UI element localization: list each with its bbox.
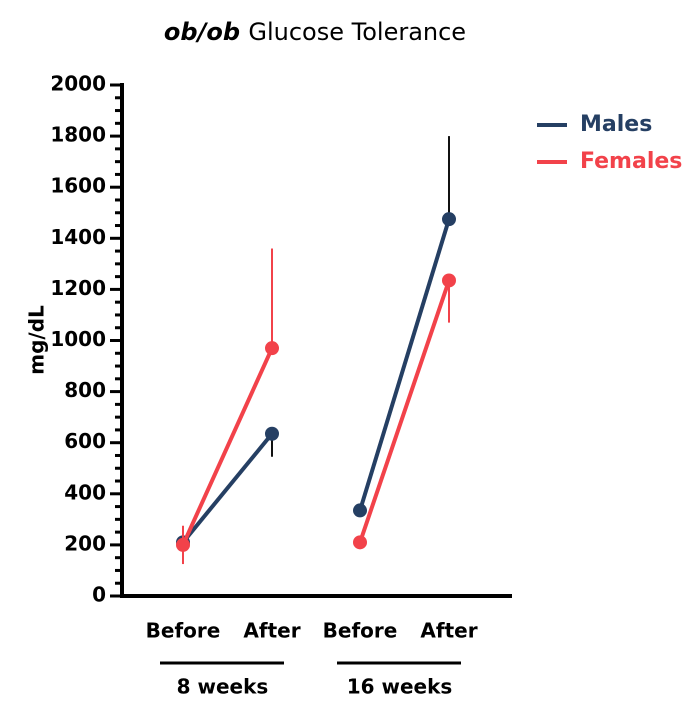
series-line: [181, 432, 274, 544]
y-tick-label: 600: [64, 429, 106, 453]
x-tick-label: After: [243, 619, 300, 643]
data-point: [442, 212, 456, 227]
legend-label: Females: [580, 149, 682, 174]
series-line: [358, 218, 451, 511]
x-tick-label: Before: [323, 619, 398, 643]
y-tick-label: 1400: [50, 225, 106, 249]
group-label: 16 weeks: [347, 675, 453, 699]
data-point: [442, 273, 456, 288]
data-point: [353, 503, 367, 518]
data-point: [265, 426, 279, 441]
group-label: 8 weeks: [177, 675, 269, 699]
data-point: [265, 341, 279, 356]
y-tick-label: 1800: [50, 123, 106, 147]
data-point: [176, 537, 190, 552]
series-line: [358, 279, 451, 543]
y-tick-label: 2000: [50, 72, 106, 96]
y-axis-label: mg/dL: [25, 305, 49, 375]
y-tick-label: 1000: [50, 327, 106, 351]
y-tick-label: 800: [64, 378, 106, 402]
legend-label: Males: [580, 112, 652, 137]
x-tick-label: Before: [146, 619, 221, 643]
y-tick-label: 1200: [50, 276, 106, 300]
series-line: [181, 347, 274, 546]
chart-title: ob/ob Glucose Tolerance: [164, 18, 466, 46]
data-point: [353, 535, 367, 550]
y-tick-label: 200: [64, 531, 106, 555]
y-tick-label: 0: [92, 583, 106, 607]
y-tick-label: 400: [64, 480, 106, 504]
y-tick-label: 1600: [50, 174, 106, 198]
x-tick-label: After: [420, 619, 477, 643]
